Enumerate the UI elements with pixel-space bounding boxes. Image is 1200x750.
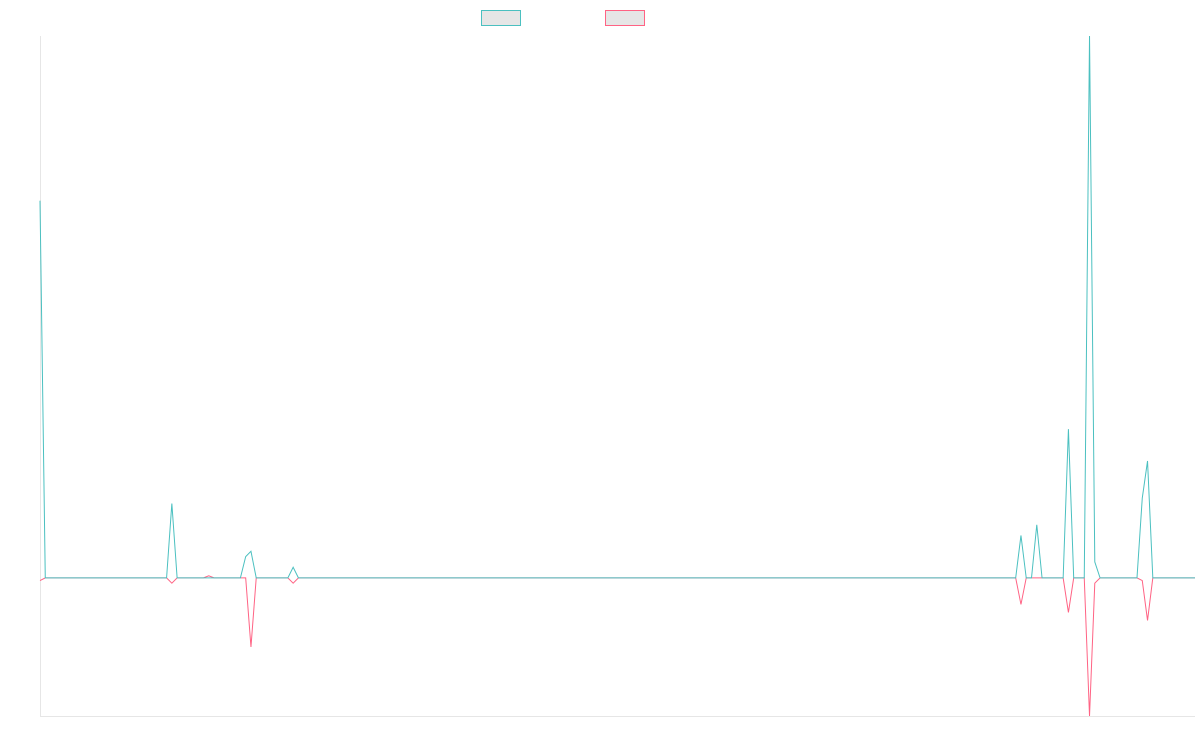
series-line-2 [39,575,1195,717]
legend-item-2[interactable] [605,10,645,26]
legend [481,10,645,26]
legend-swatch-2 [605,10,645,26]
legend-swatch-1 [481,10,521,26]
series-line-1 [39,35,1195,579]
plot-area [39,35,1195,717]
axes [40,36,1195,717]
legend-item-1[interactable] [481,10,521,26]
